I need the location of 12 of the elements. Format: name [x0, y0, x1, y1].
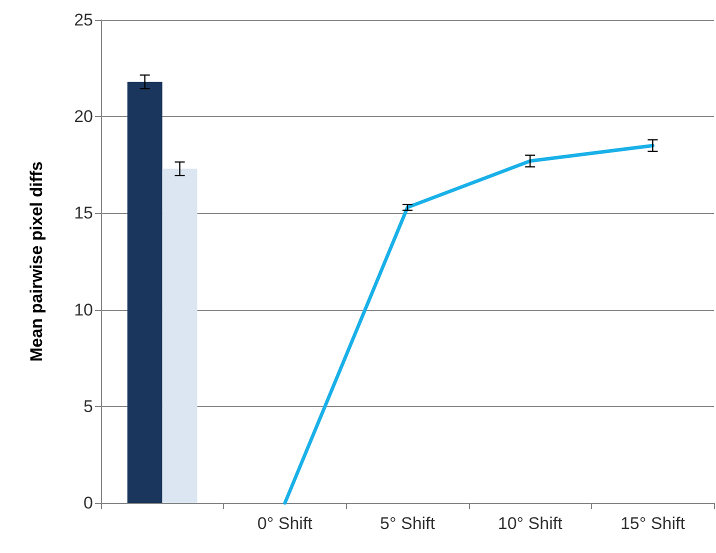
y-axis-title: Mean pairwise pixel diffs	[27, 161, 46, 362]
y-tick-label: 10	[74, 300, 93, 320]
x-tick-label: 10° Shift	[498, 514, 563, 533]
y-tick-label: 20	[74, 107, 93, 126]
line-series	[283, 144, 654, 505]
y-tick-label: 25	[74, 10, 93, 30]
x-tick-label: 0° Shift	[257, 514, 313, 533]
y-tick-label: 15	[74, 204, 93, 223]
y-tick-label: 5	[84, 396, 93, 416]
x-tick-label: 5° Shift	[380, 514, 436, 533]
x-tick-label: 15° Shift	[620, 514, 686, 533]
y-tick-label: 0	[84, 494, 93, 512]
